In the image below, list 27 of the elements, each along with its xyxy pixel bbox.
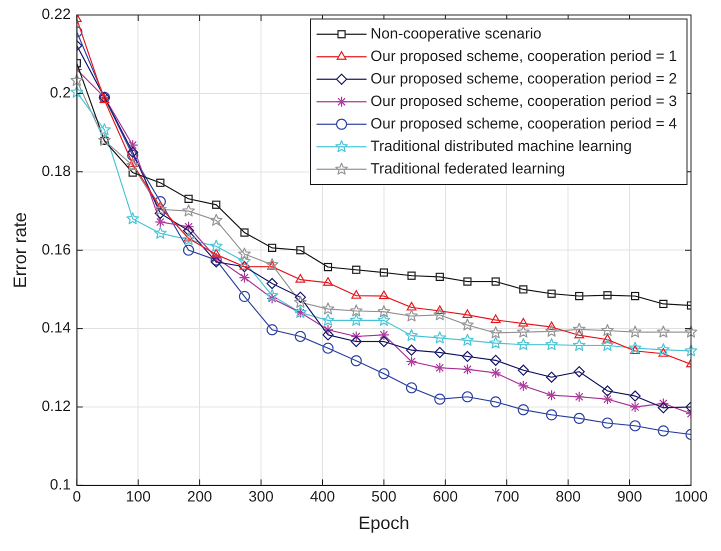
x-tick-label: 200	[187, 488, 212, 506]
x-tick-label: 700	[494, 488, 520, 506]
x-tick-label: 400	[310, 488, 335, 506]
x-tick-label: 800	[556, 488, 581, 506]
y-tick-label: 0.12	[42, 398, 71, 416]
y-axis-title: Error rate	[10, 212, 30, 288]
y-tick-label: 0.2	[50, 84, 71, 102]
legend-label: Non-cooperative scenario	[370, 25, 542, 42]
x-tick-label: 0	[72, 488, 81, 506]
x-tick-label: 600	[432, 488, 458, 506]
x-tick-label: 1000	[674, 488, 708, 506]
y-tick-label: 0.22	[42, 6, 71, 24]
legend-label: Traditional distributed machine learning	[370, 138, 632, 155]
y-tick-label: 0.14	[42, 320, 71, 337]
x-axis-title: Epoch	[358, 513, 410, 534]
legend-label: Our proposed scheme, cooperation period = 3	[370, 92, 678, 110]
x-tick-label: 900	[617, 488, 642, 506]
legend-label: Traditional federated learning	[370, 160, 566, 178]
y-tick-label: 0.16	[42, 241, 71, 258]
y-tick-label: 0.1	[50, 476, 71, 494]
x-tick-label: 500	[371, 488, 396, 506]
legend-label: Our proposed scheme, cooperation period = 2	[370, 70, 678, 88]
x-tick-label: 300	[248, 488, 274, 506]
legend-label: Our proposed scheme, cooperation period = 4	[370, 115, 678, 132]
x-tick-label: 100	[126, 488, 151, 506]
y-tick-label: 0.18	[42, 162, 71, 180]
legend-label: Our proposed scheme, cooperation period = 1	[370, 48, 678, 65]
